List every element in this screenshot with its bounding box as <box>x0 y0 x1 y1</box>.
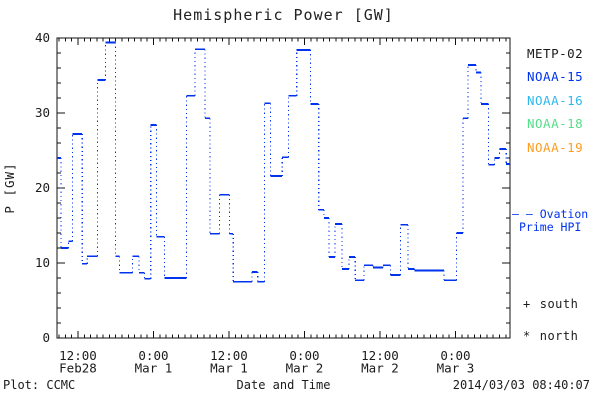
north-marker-legend: * north <box>523 329 578 343</box>
generation-timestamp: 2014/03/03 08:40:07 <box>452 378 590 392</box>
ovation-label-line1: Ovation <box>539 207 589 221</box>
ovation-label-line2: Prime HPI <box>519 220 582 234</box>
x-tick-time-label: 12:00 <box>210 348 248 363</box>
x-tick-date-label: Mar 2 <box>361 361 399 376</box>
legend-item-noaa-16: NOAA-16 <box>527 92 584 108</box>
x-tick-time-label: 12:00 <box>361 348 399 363</box>
plot-credit: Plot: CCMC <box>3 378 76 392</box>
x-tick-time-label: 0:00 <box>289 348 319 363</box>
plus-marker-icon: + <box>523 297 531 311</box>
x-tick-date-label: Mar 1 <box>210 361 248 376</box>
y-tick-label: 30 <box>35 105 50 120</box>
legend-item-noaa-19: NOAA-19 <box>527 139 584 155</box>
x-tick-time-label: 0:00 <box>440 348 470 363</box>
hpi-step-line <box>57 41 510 283</box>
x-axis-title: Date and Time <box>236 378 331 392</box>
south-marker-legend: + south <box>523 297 578 311</box>
dash-line-sample-icon: – — <box>512 207 533 221</box>
legend-item-noaa-18: NOAA-18 <box>527 116 584 132</box>
model-legend-ovation-prime-hpi: – — Ovation Prime HPI <box>512 208 588 234</box>
y-tick-label: 0 <box>42 330 50 345</box>
x-tick-time-label: 0:00 <box>138 348 168 363</box>
asterisk-marker-icon: * <box>523 329 531 343</box>
legend-item-metp-02: METP-02 <box>527 46 584 61</box>
legend-item-noaa-15: NOAA-15 <box>527 69 584 85</box>
x-tick-date-label: Feb28 <box>59 361 97 376</box>
south-marker-label: south <box>539 297 579 311</box>
page-title: Hemispheric Power [GW] <box>173 6 394 24</box>
y-tick-label: 20 <box>35 180 50 195</box>
x-tick-date-label: Mar 2 <box>286 361 324 376</box>
x-tick-date-label: Mar 1 <box>135 361 173 376</box>
north-marker-label: north <box>539 329 579 343</box>
y-tick-label: 10 <box>35 255 50 270</box>
satellite-legend: METP-02 NOAA-15 NOAA-16 NOAA-18 NOAA-19 <box>527 42 583 159</box>
x-tick-time-label: 12:00 <box>59 348 97 363</box>
y-axis-title: P [GW] <box>2 162 17 213</box>
x-tick-date-label: Mar 3 <box>437 361 475 376</box>
y-tick-label: 40 <box>35 30 50 45</box>
